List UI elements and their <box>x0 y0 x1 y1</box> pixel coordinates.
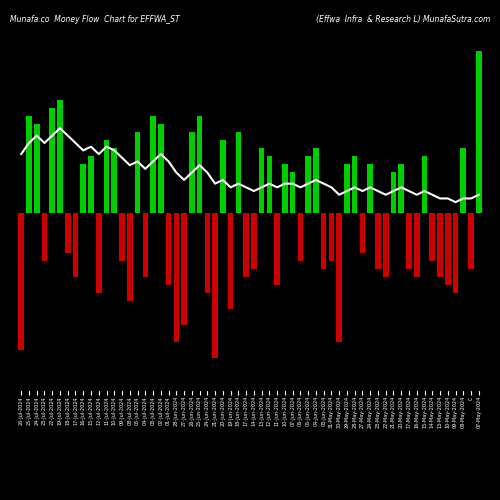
Bar <box>344 164 350 212</box>
Bar <box>18 212 24 350</box>
Bar <box>119 212 125 261</box>
Bar <box>42 212 48 261</box>
Bar <box>197 116 202 212</box>
Bar <box>259 148 264 212</box>
Bar <box>313 148 318 212</box>
Bar <box>390 172 396 212</box>
Bar <box>26 116 32 212</box>
Bar <box>57 100 63 212</box>
Bar <box>88 156 94 212</box>
Bar <box>398 164 404 212</box>
Bar <box>266 156 272 212</box>
Bar <box>368 164 373 212</box>
Bar <box>445 212 450 285</box>
Bar <box>422 156 428 212</box>
Bar <box>452 212 458 293</box>
Bar <box>352 156 358 212</box>
Bar <box>406 212 412 269</box>
Bar <box>182 212 187 326</box>
Bar <box>72 212 78 277</box>
Bar <box>80 164 86 212</box>
Text: Munafa.co  Money Flow  Chart for EFFWA_ST: Munafa.co Money Flow Chart for EFFWA_ST <box>10 15 179 24</box>
Bar <box>189 132 194 212</box>
Bar <box>298 212 303 261</box>
Bar <box>383 212 388 277</box>
Bar <box>360 212 366 253</box>
Bar <box>244 212 249 277</box>
Bar <box>228 212 234 310</box>
Bar <box>134 132 140 212</box>
Bar <box>306 156 311 212</box>
Bar <box>112 148 117 212</box>
Bar <box>476 51 482 212</box>
Bar <box>34 124 40 212</box>
Bar <box>127 212 132 301</box>
Bar <box>96 212 102 293</box>
Bar <box>468 212 474 269</box>
Bar <box>212 212 218 358</box>
Bar <box>414 212 420 277</box>
Bar <box>290 172 296 212</box>
Bar <box>251 212 256 269</box>
Bar <box>274 212 280 285</box>
Text: (Effwa  Infra  & Research L) MunafaSutra.com: (Effwa Infra & Research L) MunafaSutra.c… <box>316 15 490 24</box>
Bar <box>321 212 326 269</box>
Bar <box>328 212 334 261</box>
Bar <box>50 108 55 212</box>
Bar <box>236 132 241 212</box>
Bar <box>142 212 148 277</box>
Bar <box>282 164 288 212</box>
Bar <box>204 212 210 293</box>
Bar <box>174 212 179 342</box>
Bar <box>430 212 435 261</box>
Bar <box>65 212 70 253</box>
Bar <box>104 140 110 212</box>
Bar <box>375 212 381 269</box>
Bar <box>460 148 466 212</box>
Bar <box>437 212 443 277</box>
Bar <box>166 212 172 285</box>
Bar <box>158 124 164 212</box>
Bar <box>150 116 156 212</box>
Bar <box>336 212 342 342</box>
Bar <box>220 140 226 212</box>
